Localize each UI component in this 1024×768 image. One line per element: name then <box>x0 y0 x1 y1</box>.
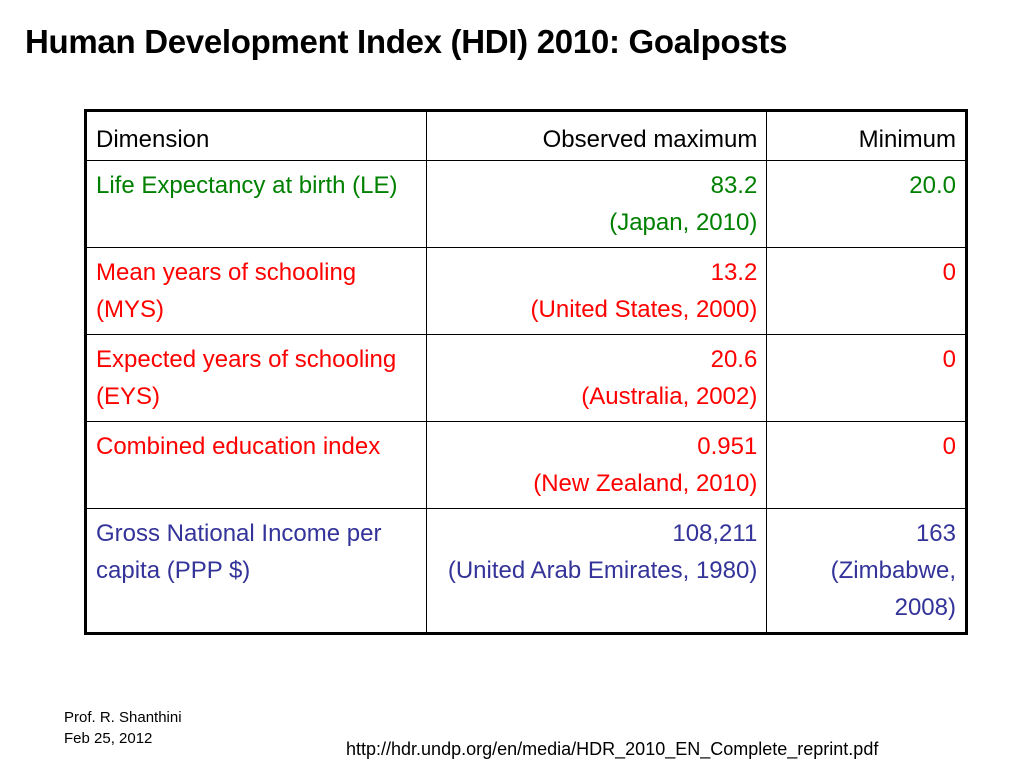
dimension-cell: Mean years of schooling (MYS) <box>85 247 427 335</box>
minimum-cell: 20.0 <box>766 160 967 248</box>
min-value: 20.0 <box>909 172 956 199</box>
footer-author-block: Prof. R. Shanthini Feb 25, 2012 <box>64 707 182 749</box>
minimum-cell: 0 <box>766 247 967 335</box>
observed-maximum-cell: 20.6 (Australia, 2002) <box>425 334 768 422</box>
observed-maximum-cell: 83.2 (Japan, 2010) <box>425 160 768 248</box>
dimension-cell: Expected years of schooling (EYS) <box>85 334 427 422</box>
max-source: (Japan, 2010) <box>609 209 758 236</box>
min-value: 0 <box>942 433 956 460</box>
max-value: 0.951 <box>697 433 758 460</box>
min-value: 0 <box>942 259 956 286</box>
table-row-combined-education-index: Combined education index 0.951 (New Zeal… <box>85 421 967 509</box>
table-row-life-expectancy: Life Expectancy at birth (LE) 83.2 (Japa… <box>85 160 967 248</box>
dimension-cell: Life Expectancy at birth (LE) <box>85 160 427 248</box>
table-row-gross-national-income: Gross National Income per capita (PPP $)… <box>85 508 967 634</box>
max-value: 83.2 <box>710 172 758 199</box>
header-observed-maximum: Observed maximum <box>425 110 768 161</box>
dimension-cell: Gross National Income per capita (PPP $) <box>85 508 427 634</box>
min-source: (Zimbabwe, 2008) <box>830 557 956 621</box>
max-source: (New Zealand, 2010) <box>533 470 758 497</box>
max-value: 108,211 <box>672 520 758 547</box>
max-value: 13.2 <box>710 259 758 286</box>
observed-maximum-cell: 108,211 (United Arab Emirates, 1980) <box>425 508 768 634</box>
max-value: 20.6 <box>710 346 758 373</box>
max-source: (Australia, 2002) <box>581 383 758 410</box>
footer-date: Feb 25, 2012 <box>64 730 153 747</box>
observed-maximum-cell: 13.2 (United States, 2000) <box>425 247 768 335</box>
minimum-cell: 0 <box>766 421 967 509</box>
max-source: (United Arab Emirates, 1980) <box>447 557 758 584</box>
table-header-row: Dimension Observed maximum Minimum <box>85 110 967 161</box>
max-source: (United States, 2000) <box>530 296 758 323</box>
source-url: http://hdr.undp.org/en/media/HDR_2010_EN… <box>346 739 879 759</box>
slide-title: Human Development Index (HDI) 2010: Goal… <box>25 23 788 60</box>
minimum-cell: 0 <box>766 334 967 422</box>
author-name: Prof. R. Shanthini <box>64 709 182 726</box>
minimum-cell: 163 (Zimbabwe, 2008) <box>766 508 967 634</box>
min-value: 0 <box>942 346 956 373</box>
header-dimension: Dimension <box>85 110 427 161</box>
goalposts-table: Dimension Observed maximum Minimum Life … <box>84 109 968 635</box>
dimension-cell: Combined education index <box>85 421 427 509</box>
min-value: 163 <box>915 520 956 547</box>
table-row-expected-years-schooling: Expected years of schooling (EYS) 20.6 (… <box>85 334 967 422</box>
table-row-mean-years-schooling: Mean years of schooling (MYS) 13.2 (Unit… <box>85 247 967 335</box>
observed-maximum-cell: 0.951 (New Zealand, 2010) <box>425 421 768 509</box>
header-minimum: Minimum <box>766 110 967 161</box>
